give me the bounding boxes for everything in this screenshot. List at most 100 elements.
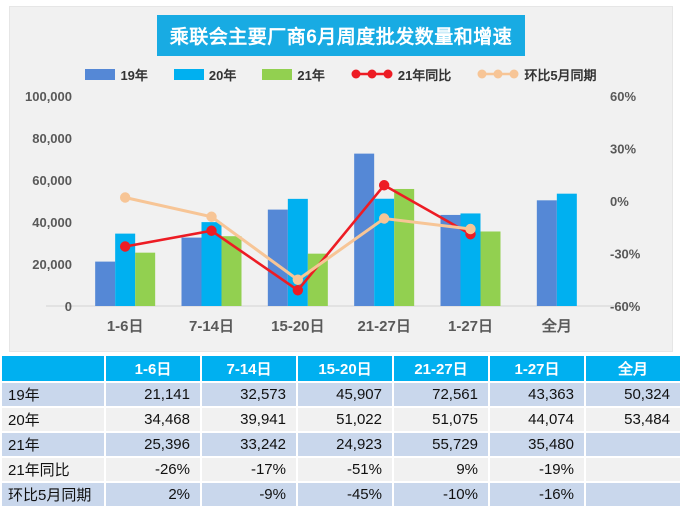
- table-cell: -45%: [296, 481, 394, 508]
- table-cell: 34,468: [104, 406, 202, 433]
- table-cell: -9%: [200, 481, 298, 508]
- table-cell: -19%: [488, 456, 586, 483]
- x-axis-label: 21-27日: [357, 318, 410, 335]
- bar-series-0-cat-4: [440, 214, 461, 306]
- column-header: 1-27日: [488, 354, 586, 383]
- bar-series-0-cat-2: [267, 209, 288, 306]
- table-cell: 9%: [392, 456, 490, 483]
- table-cell: 55,729: [392, 431, 490, 458]
- bar-series-2-cat-3: [394, 188, 415, 306]
- x-axis-label: 1-6日: [107, 318, 144, 335]
- bar-series-2-cat-2: [307, 253, 328, 306]
- table-cell: 33,242: [200, 431, 298, 458]
- bar-series-1-cat-0: [115, 233, 136, 306]
- table-cell: 51,022: [296, 406, 394, 433]
- table-row: 20年 34,468 39,941 51,022 51,075 44,074 53,484: [0, 406, 682, 433]
- bar-series-2-cat-1: [221, 236, 242, 306]
- right-axis-tick-label: 30%: [610, 142, 636, 157]
- right-axis-tick-label: 60%: [610, 89, 636, 104]
- left-axis-tick-label: 40,000: [32, 215, 72, 230]
- line-marker-series-1: [119, 192, 131, 203]
- cpca-weekly-wholesale-report: 乘联会主要厂商6月周度批发数量和增速 19年 20年 21年 21年同比 环比5月同期 …: [0, 6, 682, 508]
- legend-label: 环比5月同期: [524, 67, 597, 83]
- table-row: 19年 21,141 32,573 45,907 72,561 43,363 50,324: [0, 381, 682, 408]
- table-cell: 53,484: [584, 406, 682, 433]
- row-label: 21年: [0, 431, 106, 458]
- x-axis-label: 全月: [541, 317, 572, 335]
- row-label: 环比5月同期: [0, 481, 106, 508]
- chart-legend: 19年 20年 21年 21年同比 环比5月同期: [10, 64, 672, 84]
- x-axis-label: 15-20日: [271, 318, 324, 335]
- x-axis-label: 1-27日: [448, 318, 493, 335]
- line-marker-series-0: [206, 225, 217, 236]
- legend-bar-swatch-icon: [173, 68, 204, 80]
- legend-item-0: 19年: [85, 65, 148, 84]
- legend-label: 20年: [208, 67, 237, 83]
- column-header: 15-20日: [296, 354, 394, 383]
- table-cell: 35,480: [488, 431, 586, 458]
- table-cell: -10%: [392, 481, 490, 508]
- table-cell: 72,561: [392, 381, 490, 408]
- table-cell: -51%: [296, 456, 394, 483]
- table-row: 环比5月同期 2% -9% -45% -10% -16%: [0, 481, 682, 508]
- line-marker-series-0: [119, 241, 131, 252]
- table-cell: 21,141: [104, 381, 202, 408]
- bar-series-1-cat-4: [460, 213, 481, 306]
- left-axis-tick-label: 0: [65, 299, 72, 314]
- table-cell: [584, 456, 682, 483]
- right-axis-tick-label: -30%: [610, 247, 641, 262]
- row-label: 19年: [0, 381, 106, 408]
- legend-label: 21年同比: [397, 67, 452, 83]
- table-cell: -17%: [200, 456, 298, 483]
- bar-series-0-cat-3: [354, 153, 375, 306]
- left-axis-tick-label: 60,000: [32, 173, 72, 188]
- bar-series-2-cat-0: [135, 252, 156, 306]
- table-head: 1-6日 7-14日 15-20日 21-27日 1-27日 全月: [0, 354, 682, 383]
- data-table: 1-6日 7-14日 15-20日 21-27日 1-27日 全月 19年 21,141 32…: [0, 354, 682, 508]
- table-cell: 2%: [104, 481, 202, 508]
- table-cell: 51,075: [392, 406, 490, 433]
- legend-item-4: 环比5月同期: [477, 65, 597, 84]
- row-label: 21年同比: [0, 456, 106, 483]
- table-row: 21年 25,396 33,242 24,923 55,729 35,480: [0, 431, 682, 458]
- table-cell: 32,573: [200, 381, 298, 408]
- row-label: 20年: [0, 406, 106, 433]
- legend-item-2: 21年: [262, 65, 325, 84]
- table-cell: 39,941: [200, 406, 298, 433]
- table-cell: [584, 431, 682, 458]
- table-cell: 44,074: [488, 406, 586, 433]
- line-marker-series-1: [206, 211, 217, 222]
- bar-series-0-cat-1: [181, 237, 202, 306]
- bar-series-0-cat-5: [536, 200, 557, 306]
- table-cell: -16%: [488, 481, 586, 508]
- left-axis-tick-label: 100,000: [25, 89, 72, 104]
- legend-item-3: 21年同比: [351, 65, 451, 84]
- line-marker-series-1: [465, 223, 476, 235]
- corner-cell: [0, 354, 106, 383]
- bar-series-1-cat-1: [201, 222, 222, 306]
- x-axis-label: 7-14日: [189, 318, 234, 335]
- combo-chart: 0 20,000 40,000 60,000 80,000 100,000 -60% -30%…: [25, 89, 641, 335]
- legend-line-swatch-icon: [477, 69, 519, 79]
- chart-title: 乘联会主要厂商6月周度批发数量和增速: [156, 15, 526, 56]
- left-axis-tick-label: 80,000: [32, 131, 72, 146]
- table-header-row: 1-6日 7-14日 15-20日 21-27日 1-27日 全月: [0, 354, 682, 383]
- legend-label: 21年: [297, 67, 325, 83]
- legend-label: 19年: [120, 67, 148, 83]
- table-cell: 45,907: [296, 381, 394, 408]
- column-header: 21-27日: [392, 354, 490, 383]
- table-cell: [584, 481, 682, 508]
- bar-series-2-cat-4: [480, 231, 501, 306]
- right-axis-tick-label: 0%: [610, 194, 629, 209]
- bar-series-1-cat-5: [556, 193, 577, 306]
- line-marker-series-1: [292, 274, 304, 285]
- right-axis-tick-label: -60%: [610, 299, 641, 314]
- legend-bar-swatch-icon: [262, 68, 293, 80]
- line-marker-series-1: [378, 213, 390, 224]
- line-marker-series-0: [378, 180, 390, 191]
- table-cell: 24,923: [296, 431, 394, 458]
- bar-series-1-cat-3: [374, 198, 395, 306]
- table-cell: -26%: [104, 456, 202, 483]
- legend-bar-swatch-icon: [85, 68, 116, 80]
- column-header: 全月: [584, 354, 682, 383]
